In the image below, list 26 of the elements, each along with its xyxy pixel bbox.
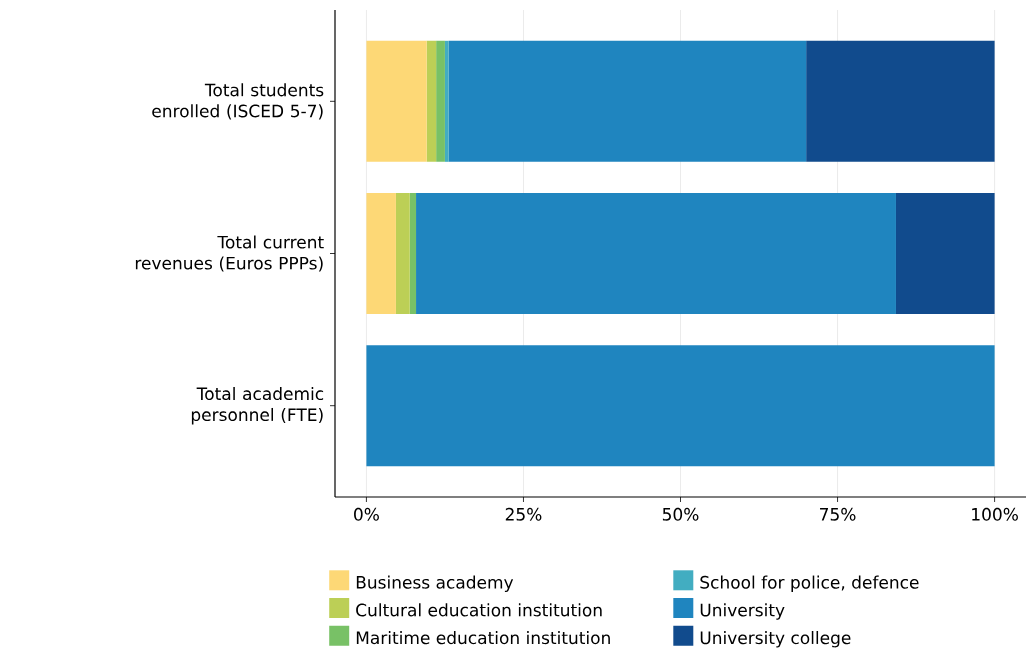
bar: [436, 40, 445, 162]
bar: [416, 193, 896, 314]
y-tick-label: Total students enrolled (ISCED 5-7): [152, 83, 324, 120]
bar: [426, 40, 437, 162]
legend-label: Cultural education institution: [356, 603, 602, 617]
legend-label: Maritime education institution: [356, 631, 610, 645]
legend-label: School for police, defence: [700, 575, 919, 593]
x-tick-label: 75%: [820, 507, 856, 521]
legend-label: University college: [700, 631, 851, 648]
x-tick-label: 50%: [662, 507, 699, 521]
legend-label: Business academy: [356, 575, 514, 593]
bar: [448, 40, 807, 162]
bar: [366, 40, 427, 162]
bar: [395, 193, 410, 314]
bar: [806, 40, 995, 162]
bar: [366, 345, 995, 467]
x-tick-label: 25%: [505, 507, 542, 521]
legend-label: University: [700, 603, 785, 620]
x-tick-label: 100%: [972, 507, 1018, 521]
bar: [895, 193, 995, 314]
bar: [444, 40, 449, 162]
y-tick-label: Total current revenues (Euros PPPs): [135, 235, 324, 272]
bar: [366, 193, 396, 314]
y-tick-label: Total academic personnel (FTE): [191, 386, 324, 425]
x-tick-label: 0%: [354, 507, 379, 521]
bar: [409, 193, 417, 314]
